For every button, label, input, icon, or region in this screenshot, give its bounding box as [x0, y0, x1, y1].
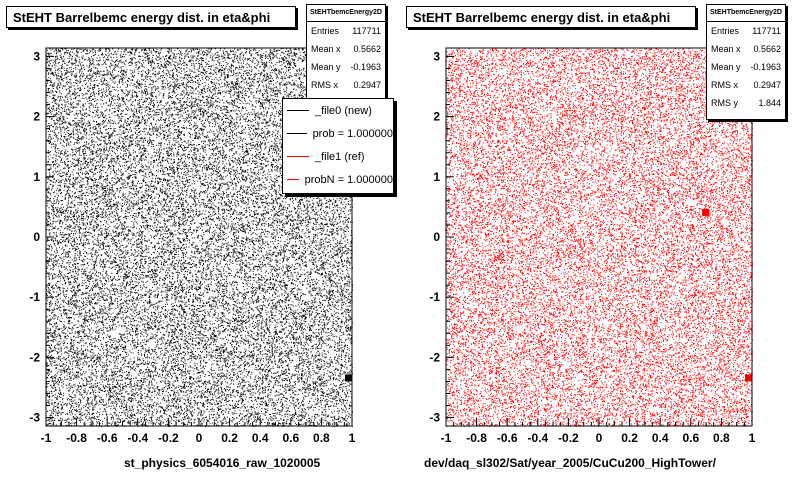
- legend-line: [287, 110, 309, 111]
- legend-line: [287, 156, 309, 157]
- x-tick-label: -1: [41, 431, 52, 445]
- x-tick-label: 1: [349, 431, 356, 445]
- left-panel: -1 -0.8 -0.6 -0.4 -0.2 0 0.2 0.4 0.6 0.8 1 -3 -2 -1 0 1…: [6, 4, 394, 470]
- stats-row: RMS x 0.2947: [311, 80, 381, 90]
- x-tick-label: 1: [749, 431, 756, 445]
- x-tick-label: -0.8: [66, 431, 87, 445]
- x-tick-label: -0.6: [97, 431, 118, 445]
- stats-row: Entries 117711: [311, 26, 381, 36]
- y-tick-label: 2: [33, 110, 40, 124]
- scatter-points: [446, 48, 753, 427]
- y-tick-label: 3: [433, 49, 440, 63]
- scatter-plot-ref: -1 -0.8 -0.6 -0.4 -0.2 0 0.2 0.4 0.6 0.8 1 -3 -2 -1 0 1…: [429, 47, 756, 445]
- x-tick-label: 0: [596, 431, 603, 445]
- hotspot-marker: [344, 374, 352, 382]
- scatter-point: [46, 48, 353, 427]
- stats-row: Entries 117711: [711, 26, 781, 36]
- stats-row: Mean y -0.1963: [711, 62, 781, 72]
- x-tick-label: 0.6: [682, 431, 699, 445]
- x-axis-label: st_physics_6054016_raw_1020005: [124, 456, 321, 470]
- plot-title: StEHT Barrelbemc energy dist. in eta&phi: [6, 6, 296, 28]
- x-tick-label: 0.6: [282, 431, 299, 445]
- legend: _file0 (new) prob = 1.000000 _file1 (ref…: [282, 98, 394, 194]
- y-tick-label: 3: [33, 49, 40, 63]
- y-tick-label: -3: [29, 411, 40, 425]
- stats-row: Mean y -0.1963: [311, 62, 381, 72]
- x-tick-label: 0.8: [713, 431, 730, 445]
- stats-name: StEHTbemcEnergy2D: [307, 5, 385, 22]
- x-tick-label: 0.4: [252, 431, 269, 445]
- legend-line: [287, 179, 299, 180]
- stats-box: StEHTbemcEnergy2D Entries 117711 Mean x 0.…: [706, 4, 786, 120]
- y-tick-label: 0: [433, 230, 440, 244]
- scatter-plot-new: -1 -0.8 -0.6 -0.4 -0.2 0 0.2 0.4 0.6 0.8 1 -3 -2 -1 0 1…: [29, 47, 356, 445]
- legend-line: [287, 133, 307, 134]
- y-tick-label: -1: [29, 290, 40, 304]
- hotspot-marker: [702, 208, 710, 216]
- x-tick-label: -0.2: [558, 431, 579, 445]
- stats-row: RMS y 1.844: [711, 98, 781, 108]
- x-tick-label: 0.2: [221, 431, 238, 445]
- legend-entry: prob = 1.000000: [283, 122, 393, 145]
- y-tick-label: 0: [33, 230, 40, 244]
- hotspot-marker: [744, 374, 752, 382]
- y-tick-label: -1: [429, 290, 440, 304]
- x-tick-label: 0.4: [652, 431, 669, 445]
- x-axis-label: dev/daq_sl302/Sat/year_2005/CuCu200_High…: [424, 456, 716, 470]
- y-tick-label: 1: [433, 170, 440, 184]
- x-tick-label: -0.6: [497, 431, 518, 445]
- stats-name: StEHTbemcEnergy2D: [707, 5, 785, 22]
- stats-row: Mean x 0.5662: [311, 44, 381, 54]
- x-tick-label: -0.4: [127, 431, 148, 445]
- x-tick-label: -0.2: [158, 431, 179, 445]
- scatter-points: [46, 48, 353, 427]
- x-tick-label: -1: [441, 431, 452, 445]
- stats-row: Mean x 0.5662: [711, 44, 781, 54]
- right-panel: -1 -0.8 -0.6 -0.4 -0.2 0 0.2 0.4 0.6 0.8 1 -3 -2 -1 0 1…: [400, 0, 800, 480]
- plot-title: StEHT Barrelbemc energy dist. in eta&phi: [406, 6, 696, 28]
- x-tick-label: -0.4: [527, 431, 548, 445]
- y-tick-label: 2: [433, 110, 440, 124]
- legend-entry: _file0 (new): [283, 99, 393, 122]
- x-tick-label: -0.8: [466, 431, 487, 445]
- legend-entry: _file1 (ref): [283, 145, 393, 168]
- scatter-point: [446, 48, 753, 427]
- stats-row: RMS x 0.2947: [711, 80, 781, 90]
- y-tick-label: -2: [29, 350, 40, 364]
- legend-entry: probN = 1.000000: [283, 168, 393, 191]
- x-tick-label: 0.2: [621, 431, 638, 445]
- x-tick-label: 0.8: [313, 431, 330, 445]
- stats-box: StEHTbemcEnergy2D Entries 117711 Mean x 0.…: [306, 4, 386, 100]
- y-tick-label: -2: [429, 350, 440, 364]
- x-tick-label: 0: [196, 431, 203, 445]
- y-tick-label: -3: [429, 411, 440, 425]
- y-tick-label: 1: [33, 170, 40, 184]
